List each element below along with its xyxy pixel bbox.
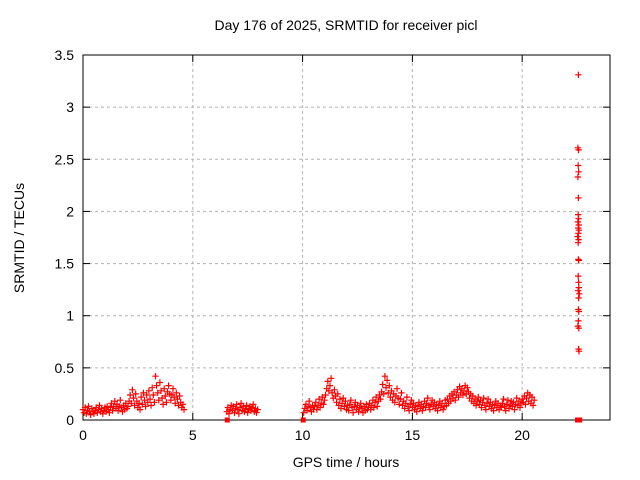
x-tick-label: 15 bbox=[405, 427, 421, 443]
y-tick-label: 0 bbox=[66, 412, 74, 428]
plot-border bbox=[82, 54, 611, 421]
grid-lines bbox=[83, 55, 610, 420]
y-tick-label: 2.5 bbox=[55, 151, 75, 167]
x-tick-label: 5 bbox=[189, 427, 197, 443]
plus-markers bbox=[79, 71, 583, 418]
y-tick-label: 1 bbox=[66, 308, 74, 324]
x-axis-label: GPS time / hours bbox=[293, 454, 400, 470]
y-tick-label: 2 bbox=[66, 203, 74, 219]
x-tick-label: 10 bbox=[295, 427, 311, 443]
y-tick-label: 1.5 bbox=[55, 256, 75, 272]
y-tick-label: 3 bbox=[66, 99, 74, 115]
x-tick-label: 0 bbox=[79, 427, 87, 443]
y-tick-label: 0.5 bbox=[55, 360, 75, 376]
x-tick-label: 20 bbox=[514, 427, 530, 443]
square-marker bbox=[577, 417, 583, 423]
square-marker bbox=[300, 417, 306, 423]
y-tick-label: 3.5 bbox=[55, 47, 75, 63]
data-points bbox=[79, 71, 583, 423]
tick-labels: 0 5 10 15 20 0 0.5 1 1.5 2 2.5 3 3.5 bbox=[55, 47, 531, 443]
square-marker bbox=[224, 417, 230, 423]
axis-ticks bbox=[82, 54, 610, 421]
chart-title: Day 176 of 2025, SRMTID for receiver pic… bbox=[215, 17, 478, 33]
y-axis-label: SRMTID / TECUs bbox=[11, 183, 27, 293]
